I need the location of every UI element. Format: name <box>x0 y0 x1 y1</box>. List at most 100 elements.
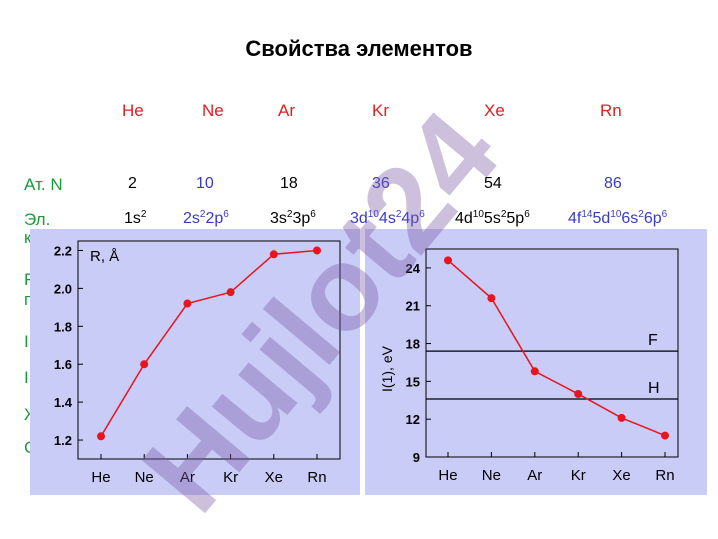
y-tick-label: 12 <box>406 412 420 427</box>
x-tick-label: Xe <box>612 467 630 484</box>
radius-chart-panel: 1.2 1.4 1.6 1.8 2.0 2.2 He Ne Ar Kr Xe Rn R, Å <box>30 229 360 495</box>
x-tick-label: Rn <box>655 467 674 484</box>
y-tick-label: 2.2 <box>54 243 72 258</box>
data-point-kr <box>226 288 235 297</box>
orbital-name: 3s <box>270 210 287 227</box>
orbital-occupancy: 6 <box>310 209 316 220</box>
x-tick-label: Kr <box>223 469 238 486</box>
orbital-name: 6s <box>621 210 639 227</box>
atomic-number-cell: 2 <box>128 175 137 192</box>
ionization-chart-panel: 9 12 15 18 21 24 He Ne Ar Kr Xe Rn F H I(1), eV <box>365 229 707 495</box>
element-header-xe: Xe <box>484 101 505 120</box>
data-point-ne <box>140 360 149 369</box>
orbital-occupancy: 2 <box>638 209 644 220</box>
row-label-electron-config-cont: к <box>24 228 32 247</box>
electron-config-cell: 3s23p6 <box>270 210 316 228</box>
element-header-ar: Ar <box>278 101 295 120</box>
y-tick-label: 15 <box>406 374 420 389</box>
x-tick-label: Ne <box>482 467 501 484</box>
x-tick-label: Kr <box>571 467 586 484</box>
ionization-chart: 9 12 15 18 21 24 He Ne Ar Kr Xe Rn F H I(1), eV <box>379 248 679 484</box>
orbital-name: 4f <box>568 210 582 227</box>
orbital-occupancy: 2 <box>395 209 402 220</box>
data-point-xe <box>617 413 626 422</box>
orbital-occupancy: 6 <box>223 209 229 220</box>
data-point-rn <box>313 246 321 255</box>
orbital-name: 1s <box>124 210 141 227</box>
x-tick-label: Ar <box>527 467 542 484</box>
radius-chart: 1.2 1.4 1.6 1.8 2.0 2.2 He Ne Ar Kr Xe Rn R, Å <box>54 240 341 486</box>
orbital-occupancy: 2 <box>199 209 206 220</box>
y-tick-label: 1.4 <box>54 395 73 410</box>
orbital-occupancy: 10 <box>610 209 622 220</box>
y-tick-label: 1.2 <box>54 433 72 448</box>
orbital-occupancy: 10 <box>367 209 379 220</box>
electron-config-cell: 1s2 <box>124 210 146 228</box>
orbital-occupancy: 14 <box>581 209 593 220</box>
element-header-ne: Ne <box>202 101 224 120</box>
orbital-name: 4s <box>378 210 396 227</box>
data-point-rn <box>661 431 669 440</box>
atomic-number-cell: 36 <box>372 175 390 192</box>
orbital-occupancy: 6 <box>524 209 530 220</box>
data-point-kr <box>574 389 583 398</box>
orbital-occupancy: 2 <box>500 209 507 220</box>
orbital-name: 4d <box>455 210 473 227</box>
plot-frame <box>425 248 679 458</box>
series-line <box>447 259 666 437</box>
x-tick-label: Rn <box>307 469 326 486</box>
orbital-name: 2s <box>183 210 200 227</box>
page-title: Свойства элементов <box>245 36 473 61</box>
data-point-he <box>444 256 452 265</box>
hidden-row-label: I <box>24 332 29 351</box>
orbital-name: 4p <box>401 210 420 227</box>
series-line <box>100 249 318 437</box>
data-point-ar <box>183 299 192 308</box>
hidden-row-label: п <box>24 290 34 309</box>
y-tick-label: 1.8 <box>54 319 72 334</box>
row-label-electron-config: Эл. <box>24 210 51 229</box>
y-tick-label: 18 <box>406 337 420 352</box>
x-tick-label: Ne <box>135 469 154 486</box>
orbital-name: 2p <box>205 210 224 227</box>
electron-config-cell: 2s22p6 <box>183 210 229 228</box>
orbital-name: 3p <box>292 210 311 227</box>
orbital-occupancy: 2 <box>140 209 147 220</box>
orbital-name: 5s <box>483 210 501 227</box>
electron-config-cell: 4f145d106s26p6 <box>568 210 667 228</box>
data-point-xe <box>269 250 278 259</box>
orbital-name: 5d <box>592 210 611 227</box>
x-tick-label: Ar <box>180 469 195 486</box>
orbital-name: 5p <box>506 210 525 227</box>
y-tick-label: 1.6 <box>54 357 72 372</box>
x-tick-label: Xe <box>265 469 283 486</box>
orbital-name: 6p <box>643 210 662 227</box>
y-tick-label: 24 <box>406 261 421 276</box>
element-header-he: He <box>122 101 144 120</box>
atomic-number-cell: 54 <box>484 175 502 192</box>
atomic-number-cell: 18 <box>280 175 298 192</box>
orbital-occupancy: 2 <box>286 209 293 220</box>
y-axis-label: R, Å <box>90 248 119 265</box>
y-axis-label: I(1), eV <box>379 345 395 392</box>
data-point-ar <box>530 367 539 376</box>
orbital-occupancy: 6 <box>419 209 425 220</box>
data-point-ne <box>487 294 496 303</box>
reference-line-label: H <box>648 380 660 397</box>
orbital-occupancy: 6 <box>661 209 668 220</box>
reference-line-label: F <box>648 332 658 349</box>
row-label-atomic-number: Ат. N <box>24 175 63 194</box>
electron-config-cell: 3d104s24p6 <box>350 210 425 228</box>
orbital-occupancy: 10 <box>472 209 484 220</box>
x-tick-label: He <box>91 469 110 486</box>
orbital-name: 3d <box>350 210 368 227</box>
y-tick-label: 21 <box>406 299 420 314</box>
element-header-rn: Rn <box>600 101 622 120</box>
x-tick-label: He <box>438 467 457 484</box>
plot-frame <box>77 240 341 460</box>
element-header-kr: Kr <box>372 101 389 120</box>
data-point-he <box>97 432 105 441</box>
atomic-number-cell: 10 <box>196 175 214 192</box>
y-tick-label: 9 <box>413 450 420 465</box>
y-tick-label: 2.0 <box>54 281 72 296</box>
